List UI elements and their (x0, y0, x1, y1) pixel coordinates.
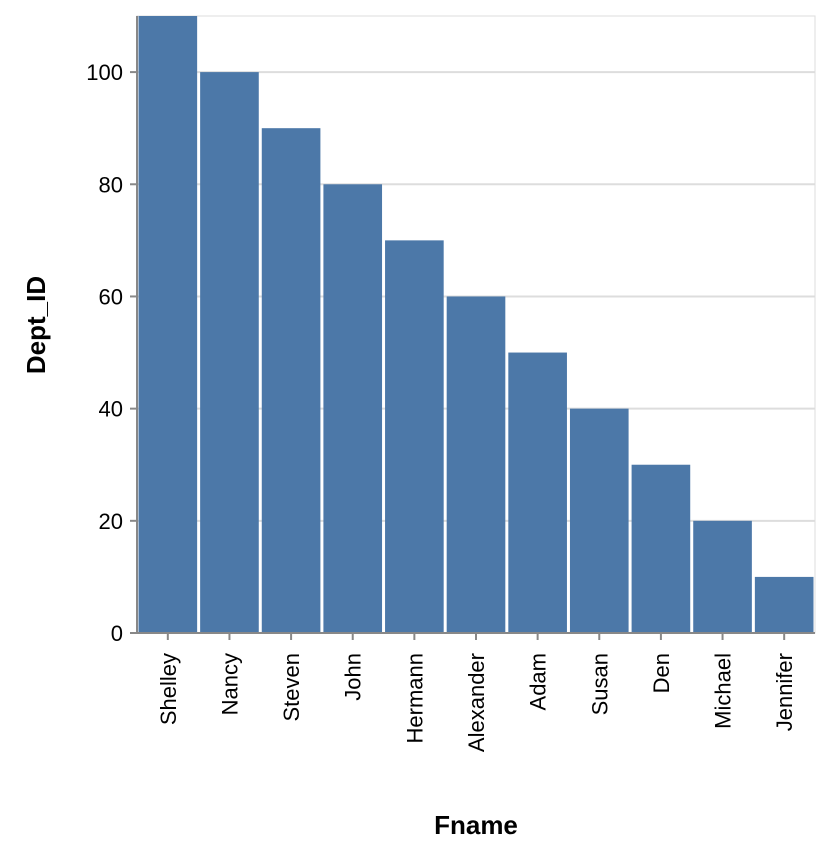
bar (569, 408, 629, 633)
y-tick-label: 40 (99, 397, 123, 422)
x-tick-label: Alexander (464, 653, 489, 752)
x-tick-label: John (341, 653, 366, 701)
bar (200, 72, 259, 633)
y-tick-label: 20 (99, 509, 123, 534)
y-tick-label: 60 (99, 284, 123, 309)
bar (693, 520, 752, 633)
bar (385, 240, 444, 633)
x-tick-label: Jennifer (772, 653, 797, 731)
x-axis-title: Fname (434, 810, 518, 840)
bar (754, 576, 814, 633)
x-tick-label: Den (649, 653, 674, 693)
bar (261, 128, 321, 633)
bar (446, 296, 506, 633)
x-tick-label: Michael (711, 653, 736, 729)
y-tick-label: 100 (86, 60, 123, 85)
bar (508, 352, 567, 633)
x-tick-label: Hermann (402, 653, 427, 743)
bar (323, 184, 383, 634)
y-tick-label: 0 (111, 621, 123, 646)
y-axis-title: Dept_ID (21, 276, 51, 374)
x-tick-label: Shelley (156, 653, 181, 725)
x-tick-label: Nancy (217, 653, 242, 715)
bar (138, 16, 198, 633)
x-tick-label: Adam (526, 653, 551, 710)
bar (631, 464, 691, 633)
x-tick-label: Susan (587, 653, 612, 715)
y-tick-label: 80 (99, 172, 123, 197)
x-tick-label: Steven (279, 653, 304, 722)
